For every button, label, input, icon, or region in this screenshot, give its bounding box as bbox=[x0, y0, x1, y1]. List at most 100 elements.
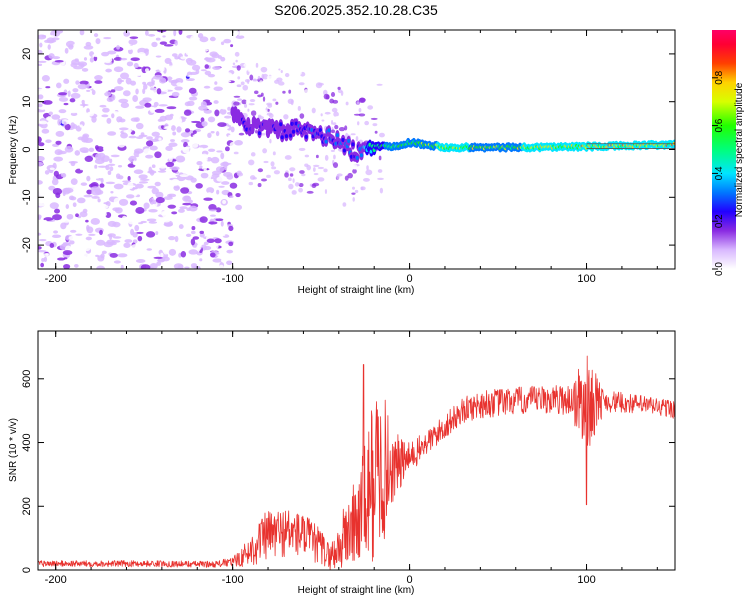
spectrogram-noise-blob bbox=[137, 51, 146, 59]
spectrogram-noise-blob bbox=[130, 57, 140, 62]
spectrogram-noise-blob bbox=[248, 181, 254, 186]
spectrogram-noise-blob bbox=[301, 88, 305, 94]
spectrogram-noise-blob bbox=[38, 88, 43, 93]
spectrogram-noise-blob bbox=[212, 245, 217, 251]
spectrogram-noise-blob bbox=[75, 233, 83, 236]
spectrogram-noise-blob bbox=[272, 151, 276, 156]
spectrogram-ridge-layer bbox=[230, 105, 675, 164]
spectrogram-noise-blob bbox=[345, 101, 349, 106]
spectrogram-noise-blob bbox=[220, 56, 226, 62]
y-tick-label: 0 bbox=[21, 567, 33, 573]
spectrogram-noise-blob bbox=[62, 189, 66, 197]
spectrogram-noise-blob bbox=[190, 238, 196, 246]
spectrogram-noise-blob bbox=[175, 245, 184, 250]
spectrogram-noise-blob bbox=[117, 121, 123, 128]
spectrogram-noise-blob bbox=[255, 133, 258, 137]
spectrogram-noise-blob bbox=[154, 181, 161, 187]
spectrogram-noise-blob bbox=[159, 41, 168, 45]
y-tick-label: -20 bbox=[21, 237, 33, 253]
spectrogram-noise-blob bbox=[267, 103, 273, 108]
spectrogram-noise-blob bbox=[179, 174, 189, 178]
spectrogram-noise-blob bbox=[334, 124, 339, 130]
spectrogram-noise-blob bbox=[168, 236, 176, 241]
spectrogram-noise-blob bbox=[62, 250, 73, 256]
spectrogram-noise-blob bbox=[235, 192, 241, 198]
spectrogram-noise-blob bbox=[130, 80, 137, 86]
snr-panel: -200 -100 0 100 0 200 400 600 Height of straig… bbox=[8, 330, 676, 596]
spectrogram-noise-blob bbox=[261, 73, 265, 80]
spectrogram-noise-blob bbox=[144, 30, 149, 36]
spectrogram-noise-blob bbox=[255, 62, 259, 68]
spectrogram-noise-blob bbox=[248, 159, 255, 166]
spectrogram-noise-blob bbox=[188, 199, 193, 204]
spectrogram-noise-blob bbox=[191, 226, 196, 231]
spectrogram-noise-blob bbox=[171, 91, 180, 97]
spectrogram-noise-blob bbox=[120, 264, 124, 269]
spectrogram-noise-blob bbox=[92, 84, 97, 89]
spectrogram-noise-blob bbox=[250, 152, 256, 157]
spectrogram-noise-blob bbox=[70, 62, 78, 68]
snr-x-axis-label: Height of straight line (km) bbox=[298, 585, 415, 596]
spectrogram-noise-blob bbox=[208, 203, 217, 211]
spectrogram-noise-blob bbox=[210, 131, 215, 134]
spectrogram-noise-blob bbox=[140, 220, 147, 224]
spectrogram-noise-blob bbox=[131, 244, 139, 250]
spectrogram-noise-blob bbox=[235, 35, 245, 39]
spectrogram-noise-blob bbox=[196, 160, 203, 166]
spectrogram-noise-blob bbox=[110, 194, 119, 197]
spectrogram-noise-blob bbox=[158, 66, 165, 72]
spectrogram-noise-blob bbox=[90, 218, 100, 225]
spectrogram-noise-blob bbox=[63, 121, 67, 126]
spectrogram-noise-blob bbox=[116, 247, 123, 251]
spectrogram-noise-blob bbox=[77, 83, 88, 90]
spectrogram-noise-blob bbox=[38, 201, 44, 205]
spectrogram-noise-blob bbox=[78, 251, 85, 256]
spectrogram-noise-blob bbox=[119, 72, 130, 80]
spectrogram-noise-blob bbox=[201, 121, 208, 127]
spectrogram-noise-blob bbox=[58, 109, 67, 114]
spectrogram-noise-blob bbox=[215, 218, 224, 222]
spectrogram-noise-blob bbox=[109, 158, 113, 164]
spectrogram-noise-blob bbox=[332, 99, 339, 104]
spectrogram-noise-blob bbox=[233, 151, 239, 155]
spectrogram-noise-blob bbox=[39, 107, 46, 110]
spectrogram-noise-blob bbox=[42, 159, 51, 166]
spectrogram-noise-blob bbox=[330, 149, 336, 152]
spectrogram-noise-blob bbox=[39, 42, 43, 48]
spectrogram-noise-blob bbox=[85, 41, 92, 47]
spectrogram-noise-blob bbox=[246, 159, 249, 162]
colorbar-tick-label: 0.0 bbox=[714, 262, 725, 276]
spectrogram-noise-blob bbox=[224, 162, 232, 166]
spectrogram-noise-blob bbox=[112, 207, 120, 212]
spectrogram-noise-blob bbox=[156, 49, 161, 53]
spectrogram-noise-blob bbox=[364, 120, 370, 126]
snr-y-axis-label: SNR (10 * v/v) bbox=[8, 418, 19, 482]
spectrogram-noise-blob bbox=[72, 88, 79, 93]
spectrogram-noise-blob bbox=[179, 206, 188, 210]
spectrogram-noise-blob bbox=[262, 148, 268, 154]
spectrogram-noise-blob bbox=[298, 70, 302, 76]
x-tick-label: 100 bbox=[577, 574, 595, 586]
spectrogram-noise-blob bbox=[106, 239, 116, 245]
spectrogram-noise-blob bbox=[200, 172, 209, 179]
spectrogram-noise-blob bbox=[173, 184, 180, 191]
spectrogram-noise-blob bbox=[70, 112, 78, 117]
spectrogram-noise-blob bbox=[68, 235, 78, 241]
spectrogram-noise-blob bbox=[185, 233, 192, 237]
spectrogram-noise-blob bbox=[38, 142, 45, 147]
spectrogram-noise-blob bbox=[352, 197, 355, 202]
spectrogram-noise-blob bbox=[223, 38, 232, 44]
spectrogram-noise-blob bbox=[355, 136, 359, 142]
spectrogram-noise-blob bbox=[66, 213, 74, 220]
spectrogram-noise-blob bbox=[210, 214, 216, 217]
spectrogram-noise-blob bbox=[203, 169, 208, 173]
spectrogram-noise-blob bbox=[119, 32, 124, 38]
spectrogram-noise-blob bbox=[97, 165, 108, 168]
spectrogram-noise-blob bbox=[165, 70, 171, 77]
spectrogram-noise-blob bbox=[183, 109, 192, 116]
spectrogram-noise-blob bbox=[245, 99, 250, 104]
ridge-core bbox=[324, 139, 328, 144]
spectrogram-noise-blob bbox=[370, 117, 378, 120]
spectrogram-noise-blob bbox=[128, 220, 137, 225]
spectrogram-noise-blob bbox=[367, 105, 374, 110]
